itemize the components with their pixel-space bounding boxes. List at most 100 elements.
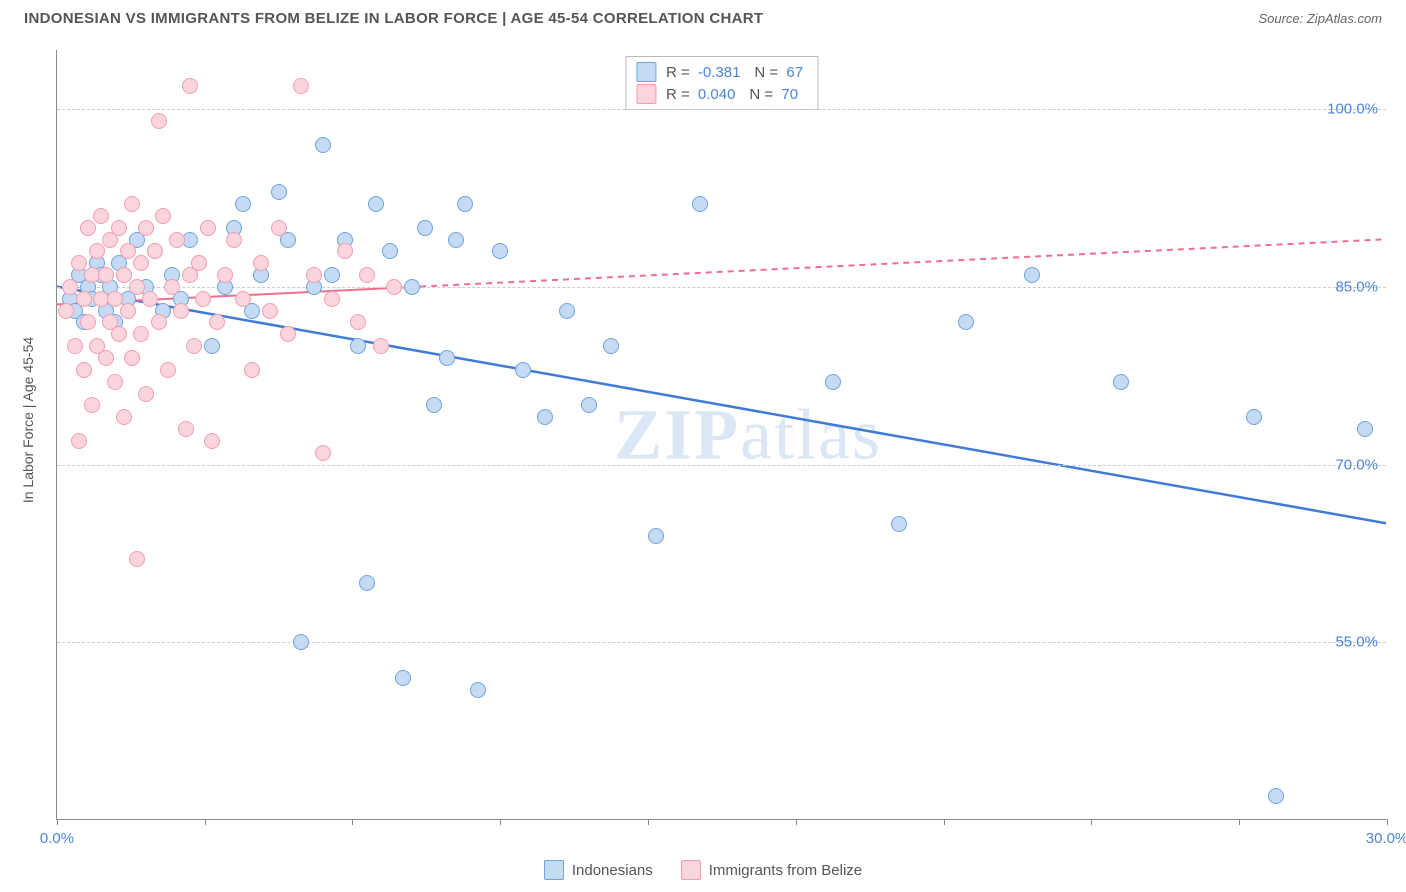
data-point-belize xyxy=(253,255,269,271)
data-point-belize xyxy=(186,338,202,354)
data-point-belize xyxy=(120,243,136,259)
data-point-belize xyxy=(138,386,154,402)
data-point-belize xyxy=(386,279,402,295)
data-point-belize xyxy=(151,314,167,330)
data-point-belize xyxy=(293,78,309,94)
data-point-indonesians xyxy=(825,374,841,390)
data-point-indonesians xyxy=(1246,409,1262,425)
data-point-belize xyxy=(209,314,225,330)
data-point-indonesians xyxy=(382,243,398,259)
data-point-indonesians xyxy=(581,397,597,413)
data-point-belize xyxy=(217,267,233,283)
data-point-belize xyxy=(71,255,87,271)
y-tick-label: 100.0% xyxy=(1327,101,1378,118)
data-point-belize xyxy=(124,196,140,212)
data-point-indonesians xyxy=(603,338,619,354)
data-point-indonesians xyxy=(1268,788,1284,804)
gridline-h xyxy=(57,109,1386,110)
data-point-belize xyxy=(151,113,167,129)
data-point-belize xyxy=(147,243,163,259)
data-point-belize xyxy=(244,362,260,378)
data-point-belize xyxy=(84,397,100,413)
x-tick xyxy=(57,819,58,825)
gridline-h xyxy=(57,642,1386,643)
data-point-belize xyxy=(71,433,87,449)
data-point-belize xyxy=(107,291,123,307)
x-tick xyxy=(1239,819,1240,825)
chart-plot-area: ZIPatlas R = -0.381N = 67R = 0.040N = 70… xyxy=(56,50,1386,820)
data-point-belize xyxy=(324,291,340,307)
data-point-belize xyxy=(142,291,158,307)
chart-title: INDONESIAN VS IMMIGRANTS FROM BELIZE IN … xyxy=(24,10,763,27)
x-tick xyxy=(500,819,501,825)
data-point-indonesians xyxy=(350,338,366,354)
data-point-indonesians xyxy=(692,196,708,212)
x-tick-label: 30.0% xyxy=(1366,830,1406,847)
data-point-belize xyxy=(124,350,140,366)
data-point-belize xyxy=(76,362,92,378)
data-point-belize xyxy=(58,303,74,319)
swatch-icon xyxy=(544,860,564,880)
watermark: ZIPatlas xyxy=(614,393,882,476)
gridline-h xyxy=(57,287,1386,288)
data-point-belize xyxy=(89,243,105,259)
data-point-belize xyxy=(173,303,189,319)
data-point-indonesians xyxy=(395,670,411,686)
data-point-belize xyxy=(116,267,132,283)
data-point-belize xyxy=(129,551,145,567)
data-point-indonesians xyxy=(958,314,974,330)
x-tick xyxy=(205,819,206,825)
data-point-belize xyxy=(262,303,278,319)
data-point-belize xyxy=(138,220,154,236)
data-point-belize xyxy=(133,255,149,271)
x-tick xyxy=(944,819,945,825)
data-point-indonesians xyxy=(457,196,473,212)
data-point-belize xyxy=(133,326,149,342)
data-point-belize xyxy=(76,291,92,307)
data-point-belize xyxy=(80,220,96,236)
data-point-belize xyxy=(98,267,114,283)
data-point-belize xyxy=(129,279,145,295)
data-point-indonesians xyxy=(1357,421,1373,437)
swatch-icon xyxy=(636,84,656,104)
data-point-belize xyxy=(200,220,216,236)
x-tick xyxy=(648,819,649,825)
data-point-belize xyxy=(93,208,109,224)
data-point-belize xyxy=(271,220,287,236)
legend-label: Immigrants from Belize xyxy=(709,862,862,879)
gridline-h xyxy=(57,465,1386,466)
source-label: Source: ZipAtlas.com xyxy=(1258,11,1382,26)
data-point-belize xyxy=(111,326,127,342)
data-point-belize xyxy=(178,421,194,437)
data-point-indonesians xyxy=(448,232,464,248)
data-point-belize xyxy=(116,409,132,425)
stats-row-indonesians: R = -0.381N = 67 xyxy=(632,61,811,83)
y-axis-label: In Labor Force | Age 45-54 xyxy=(20,337,36,503)
data-point-indonesians xyxy=(324,267,340,283)
data-point-indonesians xyxy=(404,279,420,295)
stats-legend-box: R = -0.381N = 67R = 0.040N = 70 xyxy=(625,56,818,110)
data-point-indonesians xyxy=(537,409,553,425)
data-point-belize xyxy=(164,279,180,295)
trend-lines xyxy=(57,50,1386,819)
data-point-indonesians xyxy=(417,220,433,236)
data-point-belize xyxy=(155,208,171,224)
data-point-belize xyxy=(80,314,96,330)
data-point-indonesians xyxy=(439,350,455,366)
data-point-belize xyxy=(191,255,207,271)
data-point-belize xyxy=(226,232,242,248)
x-tick xyxy=(1091,819,1092,825)
data-point-belize xyxy=(160,362,176,378)
data-point-indonesians xyxy=(315,137,331,153)
data-point-indonesians xyxy=(470,682,486,698)
data-point-indonesians xyxy=(235,196,251,212)
data-point-indonesians xyxy=(559,303,575,319)
legend-item-belize: Immigrants from Belize xyxy=(681,860,862,880)
data-point-indonesians xyxy=(492,243,508,259)
data-point-indonesians xyxy=(515,362,531,378)
data-point-indonesians xyxy=(271,184,287,200)
x-tick xyxy=(796,819,797,825)
legend-label: Indonesians xyxy=(572,862,653,879)
data-point-indonesians xyxy=(1113,374,1129,390)
data-point-belize xyxy=(204,433,220,449)
